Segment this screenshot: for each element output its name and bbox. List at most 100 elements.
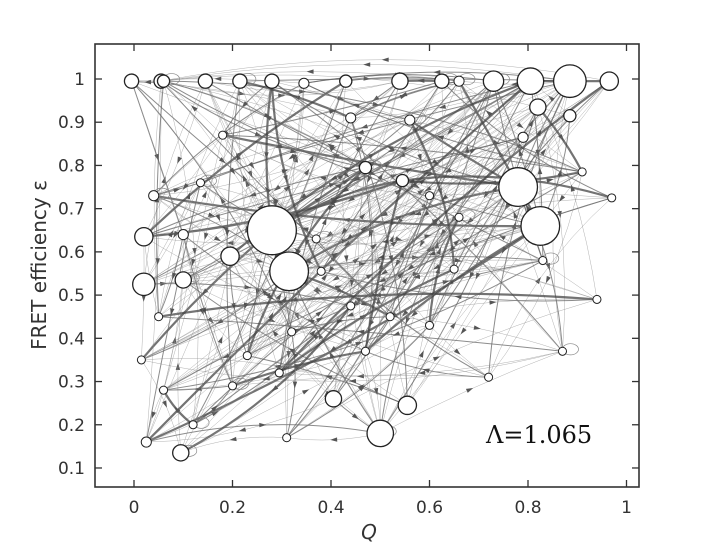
edge-arrow xyxy=(292,154,297,162)
network-node xyxy=(360,346,371,356)
edge-arrow xyxy=(346,234,354,241)
edge-arrow xyxy=(418,350,424,358)
network-node xyxy=(482,70,505,92)
edge-arrow xyxy=(177,156,182,164)
edge-arrow xyxy=(330,175,338,181)
edge-arrow xyxy=(436,135,445,141)
edge-arrow xyxy=(305,239,310,247)
x-axis: 0 0.2 0.4 0.6 0.8 1 xyxy=(129,44,632,518)
edge-arrow xyxy=(418,370,426,375)
network-node xyxy=(287,327,297,337)
network-node xyxy=(232,73,248,89)
edge-arrow xyxy=(377,173,384,181)
x-tick-label: 0.6 xyxy=(416,498,443,518)
network-node xyxy=(346,301,356,311)
x-tick-label: 0 xyxy=(129,498,140,518)
edge-arrow xyxy=(332,275,340,281)
edge-arrow xyxy=(329,345,337,353)
edge-arrow xyxy=(442,280,450,285)
edge-arrow xyxy=(170,308,175,316)
edge-arrow xyxy=(344,338,353,345)
edge-arrow xyxy=(513,211,519,219)
edge-arrow xyxy=(370,243,378,250)
edge-arrow xyxy=(450,322,457,329)
y-axis-label: FRET efficiency ε xyxy=(27,180,51,350)
network-node xyxy=(132,272,156,297)
edge-arrow xyxy=(417,78,425,83)
network-node xyxy=(538,255,548,266)
edge-arrow xyxy=(342,217,350,223)
network-node xyxy=(282,433,292,443)
edge-arrow xyxy=(326,231,334,238)
network-node xyxy=(174,271,193,289)
edge-arrow xyxy=(172,272,177,280)
network-node xyxy=(529,98,547,116)
edge-arrow xyxy=(395,236,403,241)
edge-arrow xyxy=(348,378,356,384)
y-tick-label: 0.4 xyxy=(58,329,85,349)
network-node xyxy=(557,346,568,356)
edge-arrow xyxy=(281,296,287,304)
network-node xyxy=(316,266,326,276)
edge-arrow xyxy=(438,104,447,109)
edge-arrow xyxy=(401,310,409,317)
y-tick-label: 0.9 xyxy=(58,113,85,133)
edge-arrow xyxy=(292,381,298,389)
edge xyxy=(146,81,162,443)
network-node xyxy=(484,372,494,382)
edge-arrow xyxy=(342,180,350,185)
network-node xyxy=(188,420,198,430)
edge-arrow xyxy=(412,274,421,280)
network-node xyxy=(227,381,238,391)
edge-arrow xyxy=(453,239,460,246)
edge-arrow xyxy=(301,389,310,395)
edge-arrow xyxy=(293,155,298,163)
edge-arrow xyxy=(264,115,272,121)
edge-arrow xyxy=(399,146,407,151)
edge-arrow xyxy=(185,192,191,200)
network-node xyxy=(516,67,545,96)
edge-arrow xyxy=(419,239,425,248)
edge-arrow xyxy=(545,275,551,284)
edge-arrow xyxy=(225,229,230,237)
edge-arrow xyxy=(272,197,279,204)
edge-arrow xyxy=(397,272,404,279)
network-node xyxy=(195,178,206,188)
edge-arrow xyxy=(316,317,324,323)
node-layer xyxy=(123,64,620,462)
edge-arrow xyxy=(465,387,474,393)
edge-arrow xyxy=(328,183,337,188)
network-node xyxy=(269,251,310,292)
network-node xyxy=(156,74,171,88)
network-node xyxy=(246,205,297,256)
edge-arrow xyxy=(271,385,279,392)
edge-arrow xyxy=(229,436,237,442)
edge-arrow xyxy=(191,258,196,267)
network-node xyxy=(391,72,409,90)
edge-arrow xyxy=(435,266,440,274)
edge-layer xyxy=(131,57,613,457)
network-node xyxy=(159,385,169,395)
edge-arrow xyxy=(469,148,477,154)
edge-arrow xyxy=(378,277,387,283)
network-node xyxy=(311,234,321,244)
edge-arrow xyxy=(306,69,314,74)
y-tick-label: 0.3 xyxy=(58,373,85,393)
network-node xyxy=(366,419,395,448)
edge-arrow xyxy=(511,221,516,230)
edge-arrow xyxy=(489,300,497,305)
edge-arrow xyxy=(254,131,262,137)
network-node xyxy=(339,74,353,88)
x-tick-label: 0.8 xyxy=(514,498,541,518)
edge-arrow xyxy=(213,235,222,242)
edge-arrow xyxy=(190,105,198,112)
network-node xyxy=(520,205,561,246)
edge-arrow xyxy=(557,168,562,177)
network-node xyxy=(395,173,410,188)
edge-arrow xyxy=(214,76,222,81)
edge-arrow xyxy=(303,168,310,176)
y-tick-label: 0.6 xyxy=(58,243,85,263)
edge-arrow xyxy=(238,427,247,432)
edge-arrow xyxy=(331,252,339,258)
edge-arrow xyxy=(373,387,379,396)
